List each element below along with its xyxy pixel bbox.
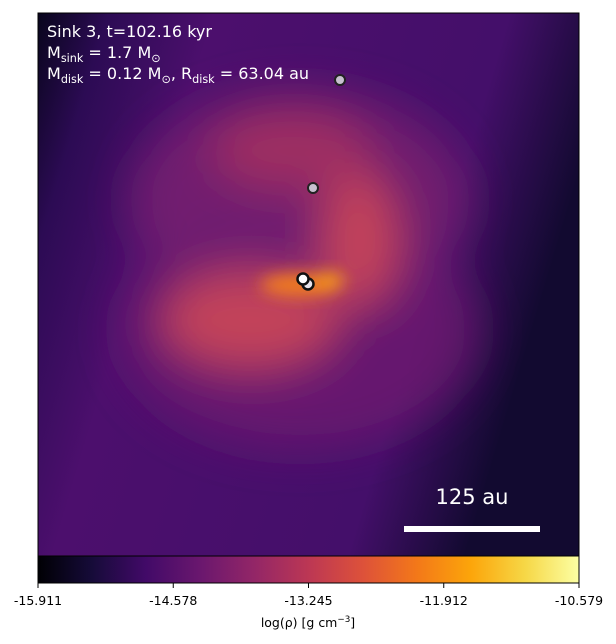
script: ⊙ (161, 73, 170, 86)
text-part: M (47, 64, 61, 83)
colorbar (37, 555, 580, 584)
colorbar-label: log(ρ) [g cm−3] (261, 615, 355, 630)
annotation: Sink 3, t=102.16 kyr (47, 22, 212, 41)
annotation: Msink = 1.7 M⊙ (47, 43, 161, 65)
text-part: M (47, 43, 61, 62)
sink (296, 272, 310, 286)
annotation: Mdisk = 0.12 M⊙, Rdisk = 63.04 au (47, 64, 309, 86)
sink (307, 182, 319, 194)
scale-bar-label: 125 au (436, 485, 509, 509)
text-part: = 0.12 M (83, 64, 161, 83)
text-part: log(ρ) [g cm (261, 615, 338, 630)
script: −3 (337, 615, 350, 625)
tick-label: -14.578 (149, 593, 197, 608)
text-part: Sink 3, t=102.16 kyr (47, 22, 212, 41)
script: ⊙ (151, 52, 160, 65)
text-part: , R (171, 64, 192, 83)
tick-label: -13.245 (284, 593, 332, 608)
script: sink (61, 52, 84, 65)
tick-label: -11.912 (420, 593, 468, 608)
scale-bar (404, 526, 540, 532)
tick-label: -10.579 (555, 593, 603, 608)
sink (334, 74, 346, 86)
density-map (38, 13, 579, 556)
text-part: = 63.04 au (215, 64, 309, 83)
text-part: ] (350, 615, 355, 630)
tick-label: -15.911 (14, 593, 62, 608)
script: disk (192, 73, 215, 86)
text-part: = 1.7 M (83, 43, 151, 62)
script: disk (61, 73, 84, 86)
